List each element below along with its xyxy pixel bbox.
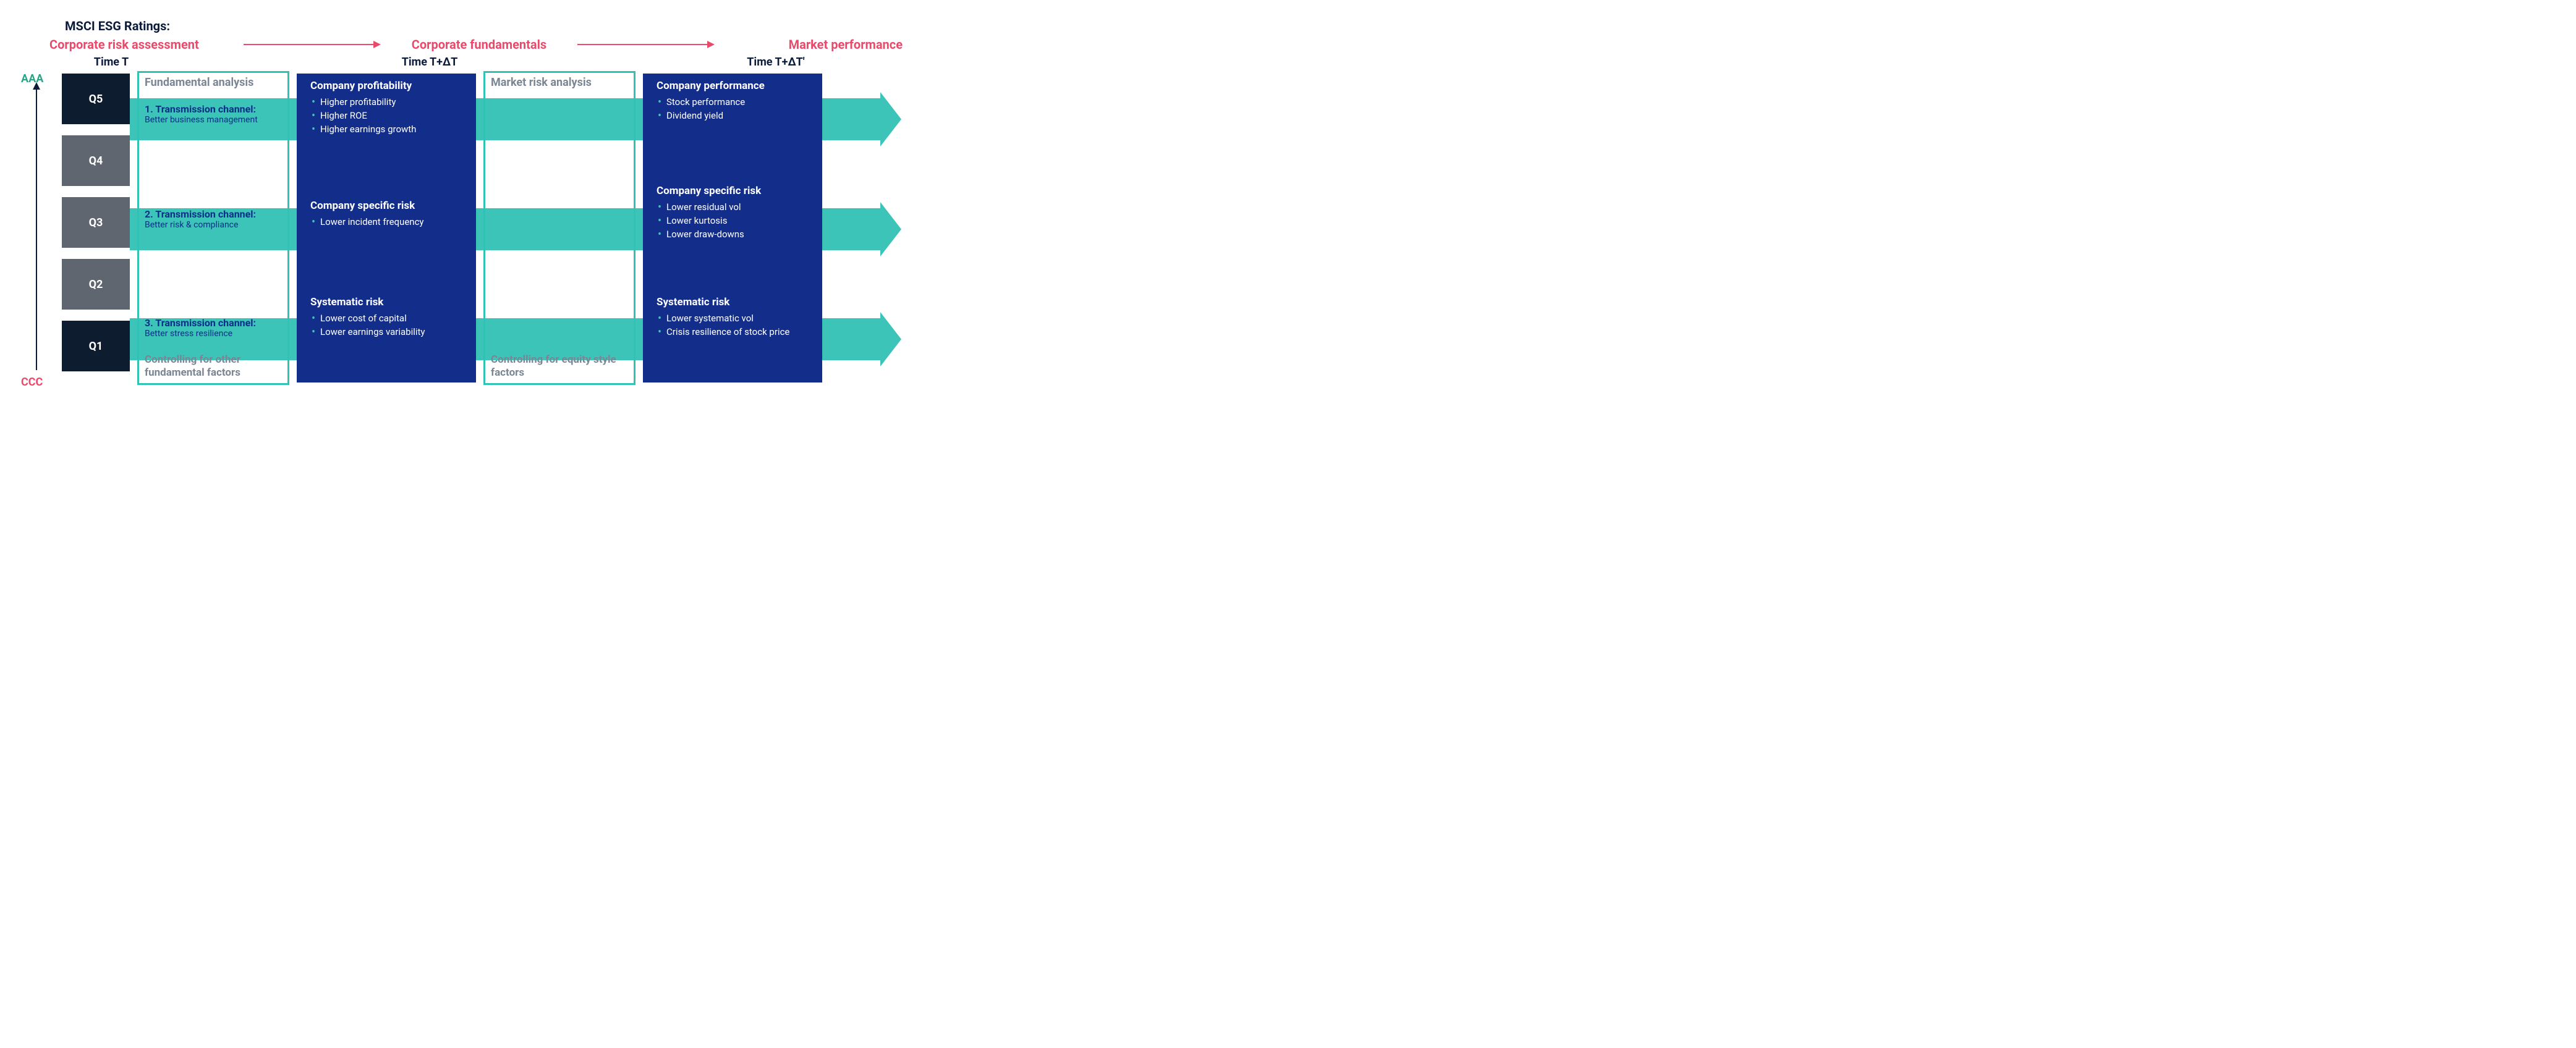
panel-title: Fundamental analysis [145,76,284,89]
section-heading: Company performance [657,80,812,92]
quintile-q4: Q4 [62,135,130,186]
diagram-body: AAA CCC Q5 Q4 Q3 Q2 Q1 Fundamental analy… [25,74,903,382]
market-risk-analysis-panel: Market risk analysis Controlling for equ… [476,74,643,382]
time-t-delta: Time T+ΔT [340,56,519,69]
channel-heading: 1. Transmission channel: [145,103,284,115]
transmission-channel-1: 1. Transmission channel: Better business… [145,103,284,125]
section-specific-risk: Company specific risk Lower residual vol… [657,185,812,241]
axis-bottom-label: CCC [21,376,43,389]
transmission-channel-3: 3. Transmission channel: Better stress r… [145,317,284,339]
section-heading: Company specific risk [310,200,466,212]
list-item: Stock performance [666,96,812,109]
list-item: Lower earnings variability [320,326,466,339]
arrow-icon [244,44,381,45]
rating-axis: AAA CCC [25,74,49,382]
section-systematic-risk: Systematic risk Lower cost of capital Lo… [310,296,466,339]
header-market: Market performance [723,37,903,52]
time-t-delta-prime: Time T+ΔT' [686,56,865,69]
quintile-q1: Q1 [62,321,130,371]
transmission-channel-2: 2. Transmission channel: Better risk & c… [145,208,284,230]
section-specific-risk: Company specific risk Lower incident fre… [310,200,466,229]
list-item: Lower kurtosis [666,214,812,228]
section-heading: Systematic risk [657,296,812,308]
list-item: Higher earnings growth [320,123,466,137]
section-heading: Company specific risk [657,185,812,197]
header-fundamentals: Corporate fundamentals [389,37,569,52]
quintile-q2: Q2 [62,259,130,310]
market-performance-panel: Company performance Stock performance Di… [643,74,822,382]
axis-arrow-icon [36,88,37,370]
panel-title: Market risk analysis [491,76,631,89]
list-item: Lower residual vol [666,201,812,214]
panel-footer: Controlling for other fundamental factor… [145,353,284,379]
channel-heading: 2. Transmission channel: [145,208,284,220]
quintile-q5: Q5 [62,74,130,124]
diagram-title: MSCI ESG Ratings: [65,19,903,33]
list-item: Dividend yield [666,109,812,123]
list-item: Higher ROE [320,109,466,123]
channel-sub: Better business management [145,115,284,125]
arrow-icon [577,44,715,45]
quintile-stack: Q5 Q4 Q3 Q2 Q1 [62,74,130,382]
channel-sub: Better stress resilience [145,329,284,339]
section-heading: Systematic risk [310,296,466,308]
panel-outline [483,71,635,385]
list-item: Lower systematic vol [666,312,812,326]
list-item: Lower incident frequency [320,216,466,229]
time-row: Time T Time T+ΔT Time T+ΔT' [25,56,903,69]
header-risk: Corporate risk assessment [49,37,235,52]
section-systematic-risk: Systematic risk Lower systematic vol Cri… [657,296,812,339]
section-heading: Company profitability [310,80,466,92]
list-item: Higher profitability [320,96,466,109]
fundamental-analysis-panel: Fundamental analysis 1. Transmission cha… [130,74,297,382]
corporate-fundamentals-panel: Company profitability Higher profitabili… [297,74,476,382]
list-item: Lower cost of capital [320,312,466,326]
section-performance: Company performance Stock performance Di… [657,80,812,123]
quintile-q3: Q3 [62,197,130,248]
channel-heading: 3. Transmission channel: [145,317,284,329]
stage-headers: Corporate risk assessment Corporate fund… [25,37,903,52]
channel-sub: Better risk & compliance [145,220,284,230]
panel-footer: Controlling for equity style factors [491,353,631,379]
time-t: Time T [49,56,173,69]
list-item: Lower draw-downs [666,228,812,242]
list-item: Crisis resilience of stock price [666,326,812,339]
section-profitability: Company profitability Higher profitabili… [310,80,466,136]
